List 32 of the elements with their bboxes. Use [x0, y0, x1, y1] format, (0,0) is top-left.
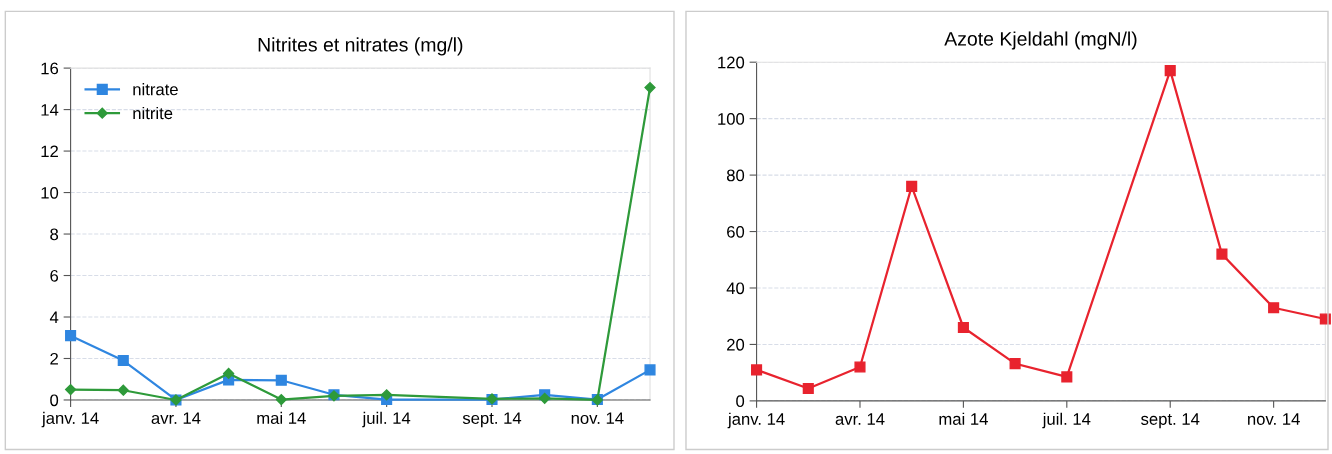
- x-tick-label: avr. 14: [835, 413, 885, 425]
- x-tick-label: juil. 14: [362, 411, 411, 428]
- y-tick-label: 80: [726, 169, 745, 182]
- x-tick-label: sept. 14: [1141, 413, 1200, 429]
- y-tick-label: 20: [727, 338, 745, 351]
- y-tick-label: 12: [41, 145, 58, 158]
- chart-title: Azote Kjeldahl (mgN/l): [944, 31, 1137, 50]
- y-tick-label: 16: [41, 62, 59, 75]
- y-tick-label: 2: [50, 352, 58, 365]
- chart-title: Nitrites et nitrates (mg/l): [258, 37, 463, 56]
- y-tick-label: 120: [718, 56, 745, 69]
- x-tick-label: janv. 14: [41, 411, 99, 428]
- y-tick-label: 8: [50, 228, 59, 241]
- y-tick-label: 40: [726, 282, 745, 295]
- x-tick-label: mai 14: [939, 412, 988, 425]
- x-tick-label: nov. 14: [1248, 413, 1300, 425]
- legend-label: nitrite: [133, 106, 173, 120]
- y-tick-label: 6: [50, 269, 59, 282]
- y-tick-label: 0: [50, 394, 59, 407]
- x-tick-label: janv. 14: [727, 412, 785, 429]
- y-tick-label: 10: [41, 186, 59, 199]
- x-tick-label: mai 14: [257, 411, 306, 425]
- x-tick-label: sept. 14: [462, 412, 522, 428]
- y-tick-label: 14: [41, 104, 59, 116]
- y-tick-label: 0: [736, 395, 745, 408]
- x-tick-label: avr. 14: [151, 412, 201, 425]
- x-tick-label: nov. 14: [571, 412, 624, 425]
- x-tick-label: juil. 14: [1042, 412, 1091, 429]
- y-tick-label: 60: [727, 225, 745, 238]
- legend-label: nitrate: [133, 83, 178, 96]
- y-tick-label: 4: [49, 311, 59, 324]
- y-tick-label: 100: [718, 113, 745, 125]
